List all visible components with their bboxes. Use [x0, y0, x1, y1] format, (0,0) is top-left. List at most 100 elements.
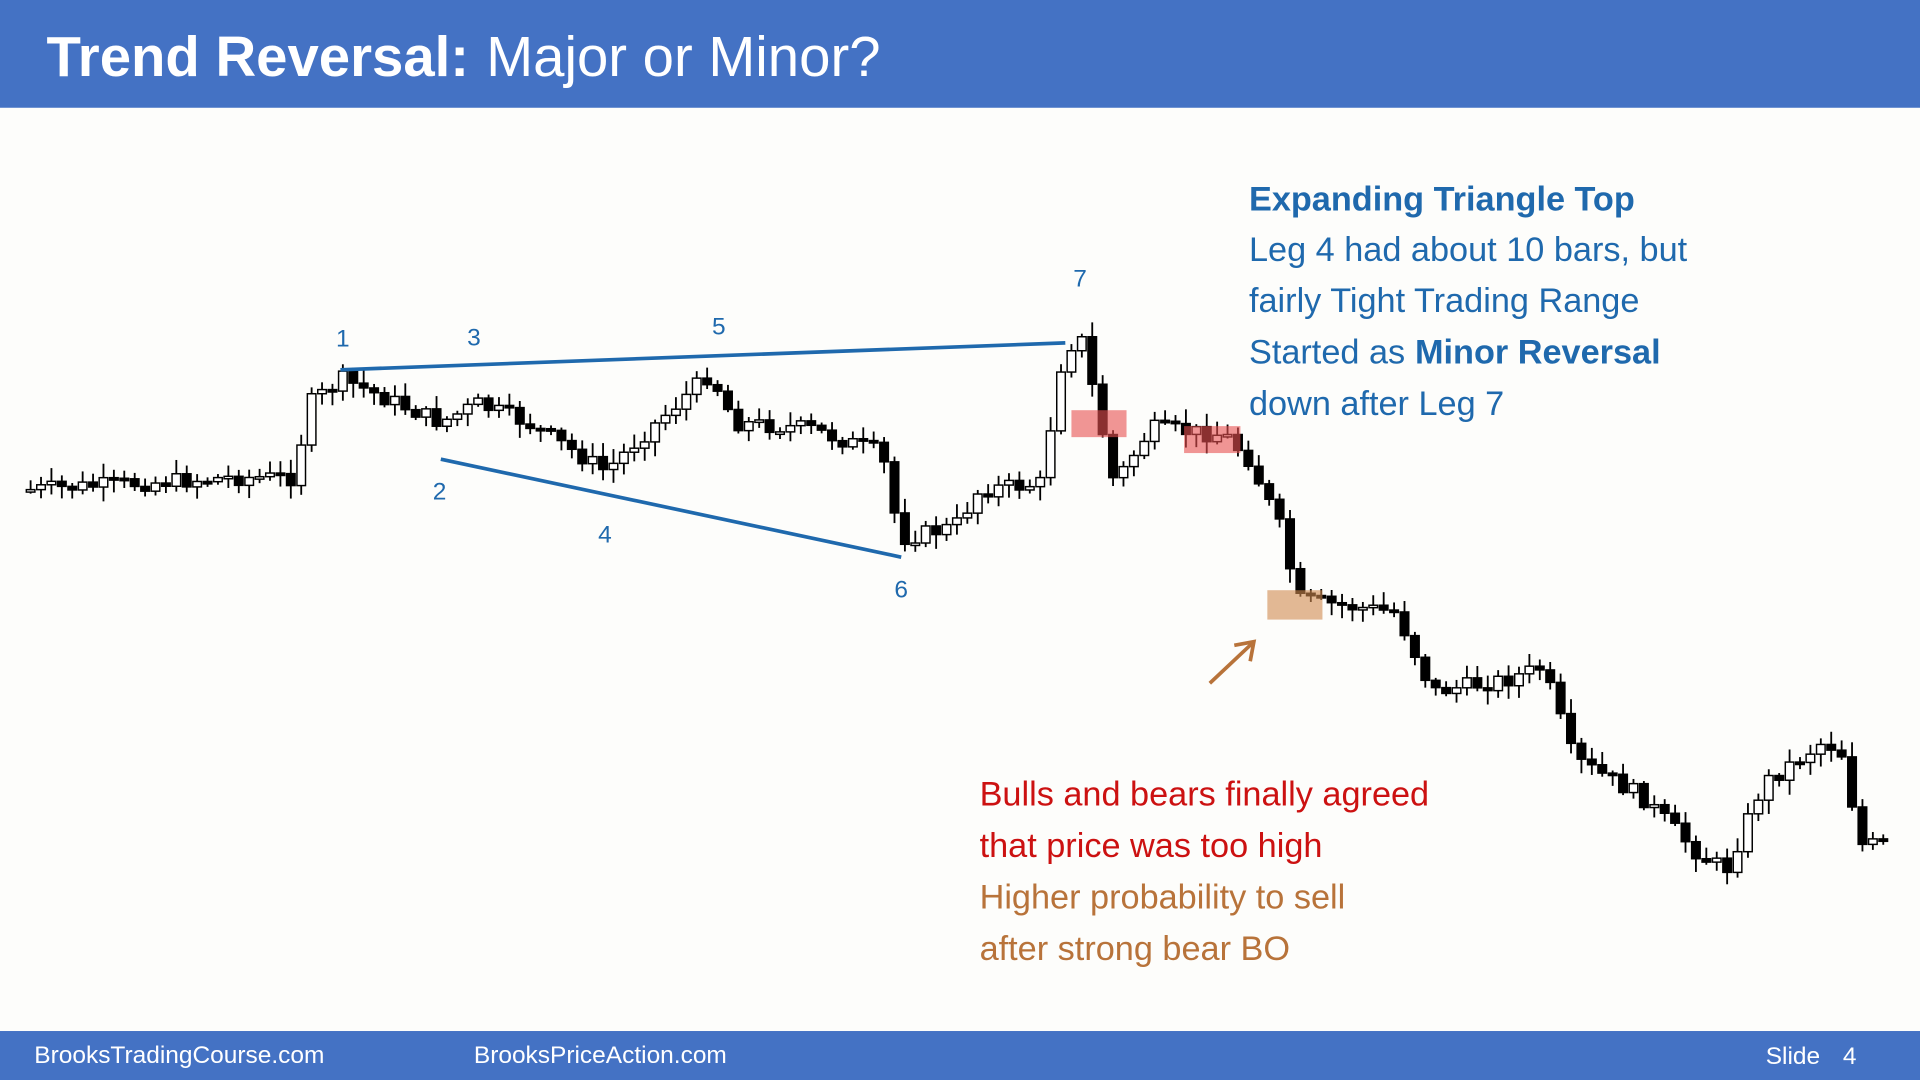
- candle-body: [473, 397, 484, 406]
- candle-body: [972, 493, 983, 514]
- candle-body: [1555, 681, 1566, 715]
- highlight: [1267, 590, 1323, 620]
- agreement-line: that price was too high: [980, 827, 1323, 865]
- candle-body: [1441, 686, 1452, 695]
- candle-body: [1087, 336, 1098, 385]
- candle-body: [233, 475, 244, 487]
- candle-body: [1847, 756, 1858, 808]
- candle-body: [618, 451, 629, 465]
- candle-body: [650, 422, 661, 443]
- candle-body: [1076, 336, 1087, 352]
- candle-body: [317, 388, 328, 395]
- candle-body: [1857, 806, 1868, 846]
- candle-body: [140, 485, 151, 492]
- candle-body: [400, 395, 411, 411]
- note-text: Started as: [1249, 334, 1405, 372]
- triangle-lower-line: [440, 457, 902, 559]
- candle-body: [493, 404, 504, 412]
- candle-body: [483, 397, 494, 412]
- candle-body: [67, 485, 78, 491]
- candle-body: [46, 480, 57, 486]
- candle-body: [1690, 840, 1701, 860]
- candle-body: [1045, 430, 1056, 479]
- candle-body: [1753, 799, 1764, 815]
- note-line: Started as Minor Reversal: [1249, 334, 1661, 372]
- candle-body: [1794, 761, 1806, 766]
- candle-body: [348, 370, 359, 384]
- leg-label: 5: [712, 313, 726, 340]
- note-line: Leg 4 had about 10 bars, but: [1249, 231, 1688, 269]
- candle-body: [1867, 838, 1878, 846]
- candle-body: [1337, 601, 1348, 606]
- candle-body: [296, 444, 307, 487]
- candle-body: [722, 390, 733, 411]
- candle-body: [1035, 476, 1046, 488]
- candle-body: [858, 437, 869, 442]
- leg-label: 1: [336, 326, 350, 353]
- candle-body: [1409, 634, 1420, 659]
- candle-body: [847, 437, 858, 448]
- candle-body: [1784, 761, 1795, 781]
- candle-body: [1805, 753, 1816, 764]
- candle-body: [577, 448, 588, 465]
- candle-body: [1576, 742, 1587, 760]
- candle-body: [452, 413, 463, 421]
- candle-body: [983, 493, 994, 498]
- footer-bar: [0, 1031, 1920, 1080]
- candle-body: [951, 517, 962, 526]
- candlestick-chart: [25, 322, 1889, 885]
- candle-body: [806, 420, 817, 427]
- title: Trend Reversal: Major or Minor?: [47, 25, 881, 88]
- title-rest: Major or Minor?: [486, 25, 880, 88]
- candle-body: [285, 472, 296, 487]
- candle-body: [1118, 465, 1129, 479]
- triangle-upper-line: [340, 341, 1066, 372]
- candle-body: [192, 480, 203, 488]
- candle-body: [181, 473, 192, 488]
- candle-body: [1461, 677, 1472, 689]
- candle-body: [1326, 595, 1337, 604]
- highlight: [1184, 426, 1241, 454]
- candle-body: [629, 447, 640, 453]
- candle-body: [1472, 677, 1483, 689]
- candle-body: [774, 431, 786, 436]
- candle-body: [441, 418, 452, 427]
- candle-body: [1836, 749, 1847, 758]
- candle-body: [1482, 687, 1493, 692]
- note-heading: Expanding Triangle Top: [1249, 181, 1635, 219]
- candle-body: [358, 382, 369, 389]
- candle-body: [223, 475, 234, 480]
- candle-body: [129, 478, 140, 488]
- candle-body: [1024, 485, 1035, 491]
- agreement-line: Bulls and bears finally agreed: [980, 776, 1430, 814]
- candle-body: [1742, 813, 1753, 853]
- candle-body: [1014, 479, 1025, 491]
- note-line: fairly Tight Trading Range: [1249, 282, 1639, 320]
- candle-body: [1722, 857, 1733, 874]
- candle-body: [1451, 687, 1462, 695]
- candle-body: [1628, 782, 1639, 794]
- candle-body: [98, 476, 109, 488]
- candle-body: [56, 480, 67, 488]
- candle-body: [764, 419, 775, 434]
- candle-body: [462, 403, 473, 415]
- candle-body: [1534, 665, 1545, 671]
- candle-body: [535, 427, 546, 432]
- note-bold: Minor Reversal: [1415, 334, 1661, 372]
- candle-body: [1149, 419, 1160, 443]
- candle-body: [837, 439, 848, 448]
- candle-body: [119, 477, 130, 482]
- candle-body: [754, 419, 765, 424]
- candle-body: [1128, 454, 1139, 468]
- candle-body: [1701, 857, 1712, 863]
- candle-body: [587, 455, 598, 465]
- candle-body: [660, 414, 671, 424]
- candle-body: [1597, 764, 1608, 774]
- candle-body: [379, 391, 390, 406]
- candle-body: [1774, 774, 1785, 781]
- candle-body: [1295, 567, 1306, 595]
- candle-body: [691, 377, 702, 396]
- candle-body: [743, 420, 754, 432]
- candle-body: [1056, 371, 1067, 432]
- candle-body: [1347, 604, 1358, 611]
